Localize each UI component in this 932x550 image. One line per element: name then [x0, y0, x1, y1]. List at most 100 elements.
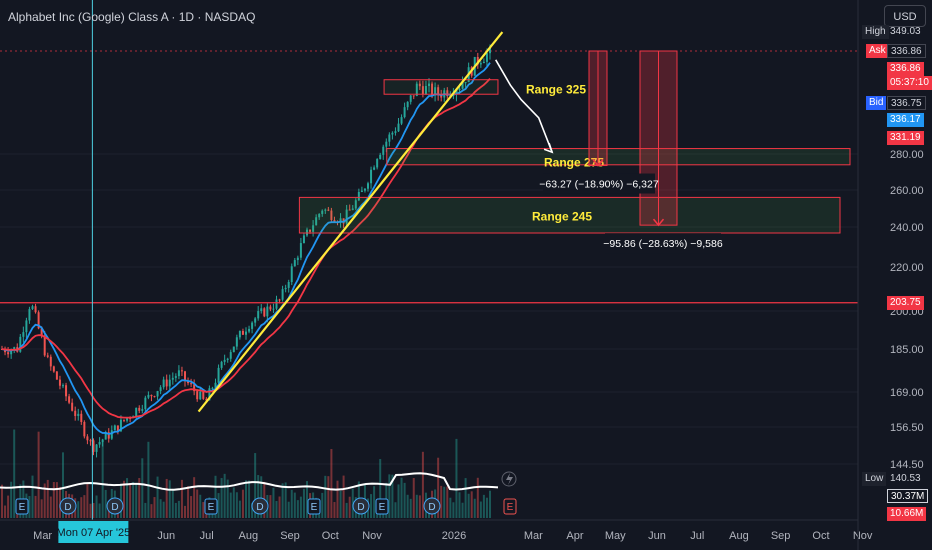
candle-body — [86, 436, 89, 441]
volume-bar — [336, 480, 339, 518]
candle-body — [184, 371, 186, 382]
volume-bar — [46, 479, 49, 518]
ema-fast-tag: 336.17 — [887, 113, 924, 127]
volume-bar — [299, 496, 302, 518]
volume-bar — [409, 498, 412, 518]
y-tick-label: 260.00 — [890, 185, 924, 197]
volume-bar — [345, 502, 348, 518]
candle-body — [187, 381, 190, 384]
candle-body — [214, 382, 217, 388]
volume-bar — [324, 475, 327, 518]
candle-body — [434, 87, 437, 96]
currency-button[interactable]: USD — [884, 5, 926, 27]
candle-body — [101, 439, 104, 443]
candle-body — [241, 330, 244, 335]
volume-bar — [220, 478, 223, 518]
crosshair-date-box — [58, 521, 129, 543]
candle-body — [284, 287, 287, 290]
event-marker-label: E — [379, 502, 386, 513]
volume-bar — [104, 489, 107, 518]
candle-body — [190, 383, 193, 385]
candle-body — [391, 132, 394, 135]
volume-bar — [217, 493, 220, 518]
volume-bar — [272, 487, 275, 518]
volume-bar — [489, 490, 491, 518]
y-tick-label: 280.00 — [890, 149, 924, 161]
candles — [1, 44, 491, 458]
volume-bar — [370, 494, 373, 518]
zone-box — [386, 148, 851, 166]
candle-body — [309, 229, 312, 232]
candle-body — [141, 409, 144, 411]
candle-body — [119, 419, 122, 432]
measure-2-label: −95.86 (−28.63%) −9,586 — [603, 238, 723, 250]
candle-body — [25, 320, 28, 333]
volume-bar — [144, 502, 147, 518]
candle-body — [351, 208, 354, 210]
candle-body — [159, 387, 162, 392]
grid — [0, 153, 858, 465]
volume-bar — [388, 474, 391, 518]
candle-body — [415, 83, 418, 97]
candle-body — [360, 190, 363, 193]
candle-body — [52, 366, 55, 372]
candle-body — [437, 87, 440, 96]
x-tick-label: Mar — [524, 530, 543, 542]
zone-box — [298, 196, 841, 234]
volume-bar — [306, 481, 308, 518]
x-tick-label: 2026 — [442, 530, 466, 542]
volume-bar — [55, 482, 58, 518]
volume-bar — [177, 500, 180, 518]
candle-body — [46, 355, 49, 357]
volume-bar — [165, 478, 168, 518]
candle-body — [287, 282, 290, 288]
volume-bar — [418, 495, 421, 518]
candle-body — [37, 312, 40, 329]
candle-body — [290, 266, 293, 283]
candle-body — [196, 391, 199, 400]
candle-body — [263, 308, 266, 317]
candle-body — [302, 235, 305, 244]
candle-body — [217, 367, 220, 383]
candle-body — [333, 220, 336, 222]
candle-body — [83, 421, 86, 437]
high-label: High — [862, 25, 889, 39]
volume-bar — [245, 480, 247, 518]
volume-bar — [458, 492, 461, 518]
ask-label: Ask — [866, 44, 889, 58]
volume-bar — [415, 494, 418, 518]
candle-body — [367, 183, 369, 189]
crosshair-date-label: Mon 07 Apr '25 — [57, 527, 131, 539]
volume-bar — [10, 481, 13, 518]
candle-body — [177, 370, 180, 377]
candle-body — [7, 352, 10, 355]
volume-bar — [482, 494, 485, 518]
candle-body — [49, 356, 52, 367]
candle-body — [211, 387, 214, 389]
countdown-tag: 05:37:10 — [887, 76, 932, 90]
candle-body — [278, 299, 281, 301]
candle-body — [254, 318, 257, 323]
candle-body — [220, 361, 223, 368]
lightning-icon — [501, 471, 517, 487]
symbol-title[interactable]: Alphabet Inc (Google) Class A · 1D · NAS… — [8, 10, 256, 24]
candle-body — [74, 410, 77, 416]
candle-body — [424, 86, 427, 95]
volume-bar — [290, 489, 293, 518]
volume-bar — [49, 496, 52, 518]
candle-body — [208, 388, 211, 401]
x-tick-label: Oct — [812, 530, 829, 542]
volume-bar — [391, 474, 394, 518]
volume-bar — [470, 491, 473, 518]
x-tick-label: Apr — [566, 530, 583, 542]
candle-body — [226, 358, 229, 360]
candle-body — [43, 336, 46, 356]
candle-body — [388, 134, 391, 142]
volume-bar — [238, 500, 241, 518]
volume-bar — [446, 486, 449, 518]
volume-bar — [202, 502, 205, 518]
x-tick-label: May — [605, 530, 626, 542]
volume-bar — [235, 492, 238, 518]
volume-bar — [150, 504, 153, 518]
